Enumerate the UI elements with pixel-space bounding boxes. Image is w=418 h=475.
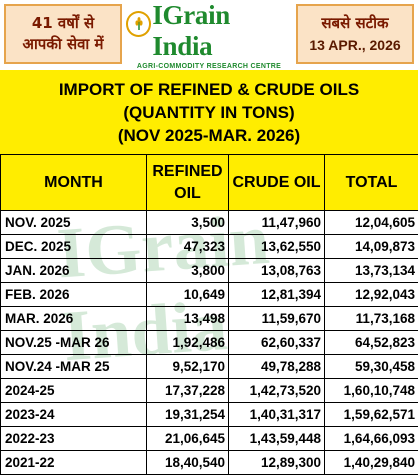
brand-name: IGrain India xyxy=(152,0,292,62)
cell-month: DEC. 2025 xyxy=(1,235,147,259)
cell-crude-oil: 12,81,394 xyxy=(229,283,325,307)
table-header-row: MONTH REFINED OIL CRUDE OIL TOTAL xyxy=(1,155,418,211)
cell-total: 1,60,10,748 xyxy=(325,379,418,403)
cell-refined-oil: 3,500 xyxy=(147,211,229,235)
header-refined-oil: REFINED OIL xyxy=(147,155,229,211)
cell-crude-oil: 13,62,550 xyxy=(229,235,325,259)
cell-crude-oil: 49,78,288 xyxy=(229,355,325,379)
cell-total: 12,04,605 xyxy=(325,211,418,235)
cell-total: 1,64,66,093 xyxy=(325,427,418,451)
cell-crude-oil: 13,08,763 xyxy=(229,259,325,283)
header-crude-oil: CRUDE OIL xyxy=(229,155,325,211)
cell-month: NOV.25 -MAR 26 xyxy=(1,331,147,355)
tagline-box: 41 वर्षों से आपकी सेवा में xyxy=(4,4,122,64)
grain-seal-icon xyxy=(126,11,151,37)
cell-total: 11,73,168 xyxy=(325,307,418,331)
cell-month: NOV. 2025 xyxy=(1,211,147,235)
cell-month: 2021-22 xyxy=(1,451,147,475)
header: 41 वर्षों से आपकी सेवा में IGrain India … xyxy=(0,0,418,70)
cell-crude-oil: 1,43,59,448 xyxy=(229,427,325,451)
cell-crude-oil: 11,59,670 xyxy=(229,307,325,331)
edition-date: 13 APR., 2026 xyxy=(309,34,400,56)
cell-total: 13,73,134 xyxy=(325,259,418,283)
tagline-line2: आपकी सेवा में xyxy=(22,34,103,55)
cell-crude-oil: 11,47,960 xyxy=(229,211,325,235)
header-month: MONTH xyxy=(1,155,147,211)
cell-month: MAR. 2026 xyxy=(1,307,147,331)
header-total: TOTAL xyxy=(325,155,418,211)
cell-refined-oil: 18,40,540 xyxy=(147,451,229,475)
cell-total: 1,59,62,571 xyxy=(325,403,418,427)
cell-month: 2022-23 xyxy=(1,427,147,451)
title-line2: (QUANTITY IN TONS) xyxy=(123,101,294,124)
title-line1: IMPORT OF REFINED & CRUDE OILS xyxy=(59,78,359,101)
cell-crude-oil: 1,42,73,520 xyxy=(229,379,325,403)
tagline-line1: 41 वर्षों से xyxy=(32,13,94,34)
brand-subtitle: AGRI-COMMODITY RESEARCH CENTRE xyxy=(137,63,281,70)
cell-month: JAN. 2026 xyxy=(1,259,147,283)
cell-month: NOV.24 -MAR 25 xyxy=(1,355,147,379)
import-table: MONTH REFINED OIL CRUDE OIL TOTAL NOV. 2… xyxy=(0,154,418,475)
title-band: IMPORT OF REFINED & CRUDE OILS (QUANTITY… xyxy=(0,70,418,154)
cell-month: 2024-25 xyxy=(1,379,147,403)
cell-total: 1,40,29,840 xyxy=(325,451,418,475)
cell-total: 12,92,043 xyxy=(325,283,418,307)
edition-line1: सबसे सटीक xyxy=(321,12,388,34)
cell-month: 2023-24 xyxy=(1,403,147,427)
cell-crude-oil: 62,60,337 xyxy=(229,331,325,355)
cell-refined-oil: 47,323 xyxy=(147,235,229,259)
edition-box: सबसे सटीक 13 APR., 2026 xyxy=(296,4,414,64)
cell-total: 14,09,873 xyxy=(325,235,418,259)
cell-refined-oil: 10,649 xyxy=(147,283,229,307)
cell-crude-oil: 12,89,300 xyxy=(229,451,325,475)
cell-refined-oil: 1,92,486 xyxy=(147,331,229,355)
cell-month: FEB. 2026 xyxy=(1,283,147,307)
cell-refined-oil: 21,06,645 xyxy=(147,427,229,451)
title-line3: (NOV 2025-MAR. 2026) xyxy=(118,124,300,147)
brand-logo: IGrain India AGRI-COMMODITY RESEARCH CEN… xyxy=(126,2,292,68)
cell-refined-oil: 9,52,170 xyxy=(147,355,229,379)
cell-crude-oil: 1,40,31,317 xyxy=(229,403,325,427)
cell-refined-oil: 3,800 xyxy=(147,259,229,283)
infographic: 41 वर्षों से आपकी सेवा में IGrain India … xyxy=(0,0,418,462)
cell-refined-oil: 13,498 xyxy=(147,307,229,331)
cell-total: 64,52,823 xyxy=(325,331,418,355)
cell-refined-oil: 19,31,254 xyxy=(147,403,229,427)
cell-refined-oil: 17,37,228 xyxy=(147,379,229,403)
cell-total: 59,30,458 xyxy=(325,355,418,379)
